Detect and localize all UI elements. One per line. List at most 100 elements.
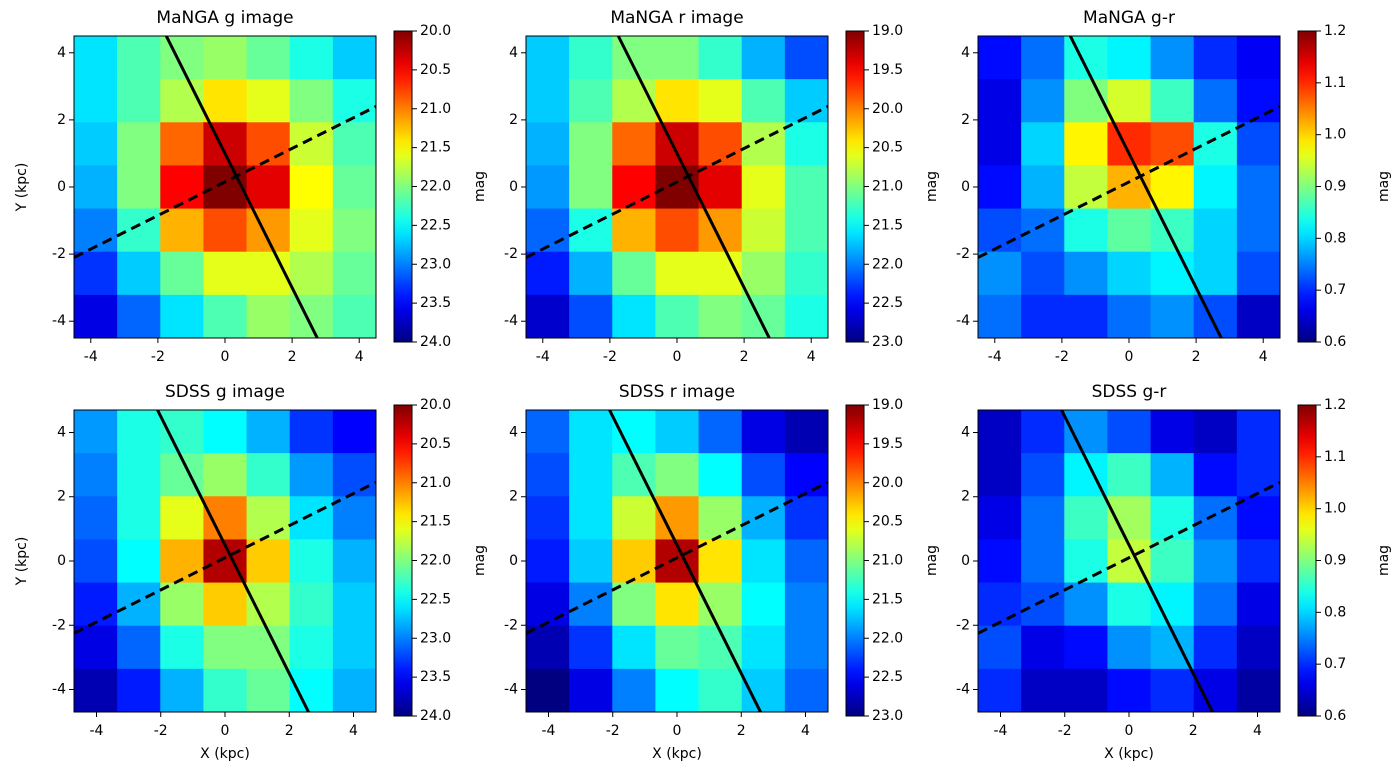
heatmap-cell [160,626,204,670]
heatmap-cell [117,539,161,583]
y-tick-label: -2 [52,617,66,633]
colorbar-tick-label: 23.0 [420,256,451,272]
heatmap-cell [655,36,699,80]
heatmap-cell [1237,410,1281,454]
heatmap-cell [699,453,743,497]
heatmap-cell [1021,252,1065,296]
heatmap-cell [290,295,334,339]
heatmap-cell [978,626,1022,670]
heatmap-cell [1194,122,1238,166]
heatmap-cell [1151,496,1195,540]
colorbar-tick-label: 1.1 [1324,449,1346,465]
heatmap-cell [1151,539,1195,583]
heatmap-cell [203,626,247,670]
colorbar-tick-label: 20.5 [872,514,903,530]
heatmap-cell [203,583,247,627]
heatmap-cell [785,669,829,713]
heatmap-cell [1107,295,1151,339]
heatmap-cell [526,539,570,583]
heatmap-cell [117,36,161,80]
heatmap-cell [526,626,570,670]
heatmap-cell [1194,626,1238,670]
heatmap-cell [1151,209,1195,253]
heatmap-cell [526,583,570,627]
colorbar-tick-label: 22.0 [872,630,903,646]
x-axis-label: X (kpc) [200,746,250,762]
heatmap-cell [785,539,829,583]
heatmap-cell [655,583,699,627]
heatmap-cell [1107,209,1151,253]
y-tick-label: 4 [961,424,970,440]
heatmap-cell [742,295,786,339]
x-axis-label: X (kpc) [652,746,702,762]
colorbar [1298,31,1316,342]
heatmap-cell [1237,165,1281,209]
colorbar-tick-label: 21.0 [420,475,451,491]
heatmap-cell [526,410,570,454]
heatmap-cell [290,79,334,123]
heatmap-cell [1107,79,1151,123]
heatmap-cell [74,669,118,713]
heatmap-cell [247,669,291,713]
heatmap-cell [785,36,829,80]
colorbar-tick-label: 20.5 [872,140,903,156]
panel-title: MaNGA g-r [1083,8,1175,28]
heatmap-cell [569,252,613,296]
y-tick-label: 4 [961,45,970,61]
heatmap-cell [699,669,743,713]
x-tick-label: 4 [355,349,364,365]
heatmap-cell [247,496,291,540]
x-tick-label: -2 [606,723,620,739]
heatmap-cell [569,165,613,209]
heatmap-cell [526,669,570,713]
heatmap-cell [699,496,743,540]
heatmap-cell [247,295,291,339]
heatmap-cell [612,626,656,670]
panel-title: MaNGA g image [156,8,293,28]
heatmap-cell [655,79,699,123]
heatmap-cell [74,36,118,80]
heatmap-cell [333,583,377,627]
x-tick-label: 4 [1259,349,1268,365]
colorbar-tick-label: 22.5 [420,591,451,607]
heatmap-cell [1021,295,1065,339]
x-tick-label: 2 [1189,723,1198,739]
heatmap [978,36,1281,339]
heatmap-cell [1021,79,1065,123]
heatmap-cell [569,539,613,583]
x-tick-label: -2 [1058,723,1072,739]
colorbar-tick-label: 24.0 [420,708,451,724]
heatmap-cell [1021,410,1065,454]
heatmap-cell [290,626,334,670]
heatmap-cell [1107,453,1151,497]
heatmap-cell [1237,209,1281,253]
heatmap-cell [203,410,247,454]
heatmap-cell [699,36,743,80]
heatmap-cell [247,209,291,253]
colorbar-tick-label: 23.0 [872,708,903,724]
colorbar-tick-label: 1.2 [1324,23,1346,39]
heatmap-cell [742,165,786,209]
heatmap-cell [612,209,656,253]
heatmap-cell [655,252,699,296]
colorbar-tick-label: 20.0 [872,475,903,491]
x-tick-label: 4 [1253,723,1262,739]
heatmap-cell [203,79,247,123]
colorbar-tick-label: 0.7 [1324,656,1346,672]
heatmap-cell [1237,626,1281,670]
heatmap-cell [569,122,613,166]
heatmap-cell [203,295,247,339]
heatmap-cell [117,209,161,253]
heatmap-cell [569,209,613,253]
heatmap-cell [247,410,291,454]
colorbar-tick-label: 19.5 [872,436,903,452]
y-tick-label: -2 [956,246,970,262]
heatmap-cell [742,36,786,80]
x-tick-label: 0 [673,349,682,365]
y-tick-label: 4 [509,424,518,440]
colorbar-tick-label: 21.0 [420,101,451,117]
heatmap-cell [742,122,786,166]
heatmap-cell [160,295,204,339]
heatmap-cell [1064,539,1108,583]
heatmap-cell [290,209,334,253]
